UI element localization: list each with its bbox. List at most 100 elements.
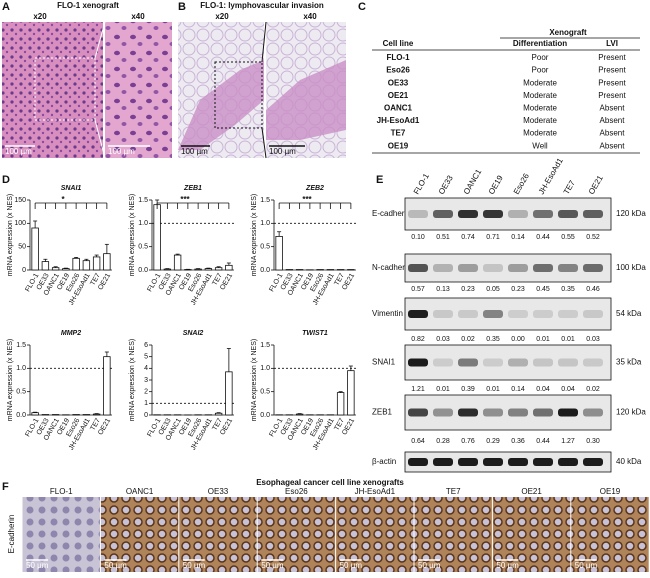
band (458, 264, 478, 272)
band-value: 0.28 (436, 438, 450, 445)
panel-letter: C (358, 1, 366, 13)
scale-label: 50 µm (183, 561, 206, 570)
y-tick-label: 1.0 (260, 365, 270, 372)
band-value: 0.03 (436, 336, 450, 343)
y-tick-label: 0.0 (260, 267, 270, 274)
lane-label: OE19 (487, 173, 505, 196)
y-tick-label: 0.0 (16, 412, 26, 419)
band (458, 210, 478, 218)
y-tick-label: 100 (14, 220, 26, 227)
magnification: x20 (215, 12, 229, 21)
band (483, 210, 503, 218)
band (533, 409, 553, 417)
y-tick-label: 1.0 (16, 365, 26, 372)
band (533, 458, 553, 466)
size-label: 54 kDa (616, 309, 642, 318)
y-tick-label: 6 (144, 342, 148, 349)
bar (104, 357, 111, 415)
band (533, 210, 553, 218)
y-tick-label: 0.5 (260, 389, 270, 396)
histology-image (105, 22, 172, 158)
band (408, 409, 428, 417)
band (408, 458, 428, 466)
band (558, 359, 578, 367)
band (458, 409, 478, 417)
band (508, 310, 528, 318)
table-header: LVI (606, 39, 618, 48)
table-cell: Present (598, 91, 626, 100)
band-value: 0.01 (486, 386, 500, 393)
panel-title: Esophageal cancer cell line xenografts (256, 478, 404, 487)
histology-image (2, 22, 103, 158)
scale-label: 50 µm (104, 561, 127, 570)
table-cell: Poor (532, 53, 549, 62)
band-value: 0.29 (486, 438, 500, 445)
band-value: 0.23 (461, 286, 475, 293)
table-cell: Moderate (523, 91, 557, 100)
table-cell: FLO-1 (386, 53, 410, 62)
cell-line-label: OANC1 (126, 487, 154, 496)
chart-title: SNAI2 (183, 330, 204, 337)
protein-label: β-actin (372, 457, 396, 466)
y-axis-label: mRNA expression (x NES) (7, 339, 14, 421)
band (433, 409, 453, 417)
band (483, 409, 503, 417)
scale-label: 50 µm (418, 561, 441, 570)
band (533, 264, 553, 272)
band-value: 0.71 (486, 234, 500, 241)
y-tick-label: 0.0 (260, 412, 270, 419)
bar (63, 269, 70, 270)
band (583, 210, 603, 218)
band (408, 359, 428, 367)
protein-label: Vimentin (372, 309, 403, 318)
y-tick-label: 5 (144, 354, 148, 361)
protein-label: ZEB1 (372, 408, 393, 417)
band-value: 0.30 (586, 438, 600, 445)
band (458, 359, 478, 367)
chart-title: MMP2 (61, 330, 81, 337)
panel-title: FLO-1: lymphovascular invasion (200, 1, 324, 10)
band (558, 210, 578, 218)
chart-title: TWIST1 (302, 330, 328, 337)
band (433, 210, 453, 218)
magnification: x20 (33, 12, 47, 21)
band (483, 359, 503, 367)
y-tick-label: 1.5 (138, 197, 148, 204)
bar (42, 262, 49, 270)
scale-label: 50 µm (496, 561, 519, 570)
panel-letter: D (2, 174, 10, 186)
scale-label: 50 µm (26, 561, 49, 570)
band (558, 409, 578, 417)
cell-line-label: OE33 (208, 487, 229, 496)
table-cell: Present (598, 53, 626, 62)
band (433, 359, 453, 367)
bar (348, 371, 355, 415)
table-cell: Absent (600, 129, 626, 138)
band-value: 0.01 (536, 336, 550, 343)
size-label: 35 kDa (616, 358, 642, 367)
y-tick-label: 150 (14, 197, 26, 204)
band-value: 0.01 (561, 336, 575, 343)
band (583, 264, 603, 272)
magnification: x40 (131, 12, 145, 21)
y-axis-label: mRNA expression (x NES) (129, 339, 136, 421)
bar (104, 254, 111, 270)
size-label: 40 kDa (616, 457, 642, 466)
band (458, 310, 478, 318)
cell-line-label: JH-EsoAd1 (355, 487, 396, 496)
lane-label: FLO-1 (412, 171, 431, 196)
bar (296, 414, 303, 415)
scale-label: 50 µm (340, 561, 363, 570)
band-value: 0.14 (511, 234, 525, 241)
table-group-header: Xenograft (549, 28, 587, 37)
lane-label: TE7 (562, 178, 577, 196)
bar (215, 268, 222, 270)
chart-title: ZEB1 (183, 185, 202, 192)
band-value: 0.04 (536, 386, 550, 393)
lane-label: OE21 (587, 173, 605, 196)
cell-line-label: Eso26 (285, 487, 308, 496)
table-cell: Well (532, 141, 548, 150)
lane-label: OANC1 (462, 167, 484, 196)
bar (195, 269, 202, 270)
